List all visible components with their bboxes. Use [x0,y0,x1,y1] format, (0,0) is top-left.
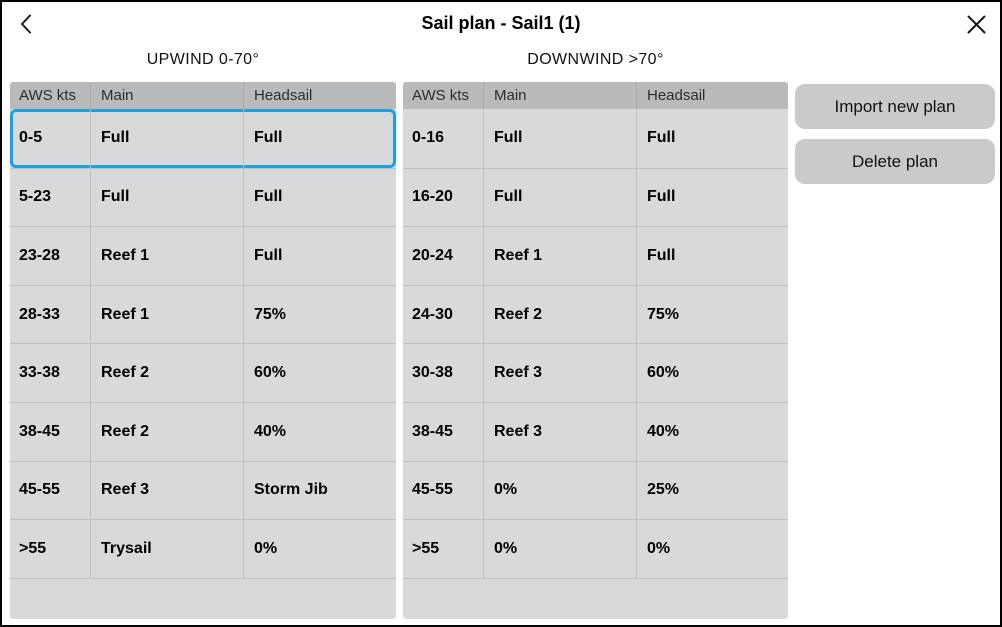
table-row[interactable]: 30-38 Reef 3 60% [403,343,788,402]
cell-main: Reef 3 [483,344,636,402]
delete-plan-button[interactable]: Delete plan [795,139,995,184]
cell-aws: 0-5 [19,129,43,147]
table-row[interactable]: 20-24 Reef 1 Full [403,226,788,285]
upwind-table-footer [10,577,396,619]
cell-headsail: 25% [636,461,788,520]
downwind-table-header: AWS kts Main Headsail [403,82,788,109]
cell-aws: 33-38 [19,364,60,382]
table-row[interactable]: 0-16 Full Full [403,109,788,168]
cell-headsail: 60% [243,344,396,402]
upwind-table-header: AWS kts Main Headsail [10,82,396,109]
table-row[interactable]: 0-5 Full Full [10,109,396,168]
column-header-aws: AWS kts [412,87,469,104]
cell-headsail: 75% [243,285,396,344]
cell-main: Reef 2 [483,285,636,344]
upwind-table: AWS kts Main Headsail 0-5 Full Full 5-23… [10,82,396,619]
chevron-left-icon [21,14,31,34]
cell-headsail: 40% [243,402,396,461]
table-row[interactable]: 16-20 Full Full [403,167,788,227]
downwind-table-body: 0-16 Full Full 16-20 Full Full 20-24 Ree… [403,109,788,578]
close-button[interactable] [960,10,992,38]
cell-headsail: Full [243,227,396,285]
cell-headsail: 0% [243,520,396,578]
upwind-section-title: UPWIND 0-70° [146,51,260,68]
upwind-table-body: 0-5 Full Full 5-23 Full Full 23-28 Reef … [10,109,396,578]
cell-aws: >55 [412,539,440,557]
cell-headsail: 75% [636,285,788,344]
cell-main: Full [90,109,243,168]
cell-main: 0% [483,520,636,578]
table-row[interactable]: 33-38 Reef 2 60% [10,343,396,402]
column-header-headsail: Headsail [243,82,396,109]
table-row[interactable]: 45-55 Reef 3 Storm Jib [10,460,396,520]
table-row[interactable]: 28-33 Reef 1 75% [10,284,396,344]
import-new-plan-button[interactable]: Import new plan [795,84,995,129]
downwind-table: AWS kts Main Headsail 0-16 Full Full 16-… [403,82,788,619]
cell-main: Reef 1 [90,227,243,285]
cell-main: Reef 1 [483,227,636,285]
table-row[interactable]: 5-23 Full Full [10,167,396,227]
cell-aws: 0-16 [412,129,445,147]
table-row[interactable]: 23-28 Reef 1 Full [10,226,396,285]
table-row[interactable]: 38-45 Reef 2 40% [10,401,396,461]
cell-headsail: Full [636,168,788,227]
cell-aws: 45-55 [412,481,453,499]
cell-headsail: Full [636,109,788,168]
cell-headsail: 60% [636,344,788,402]
close-icon [967,15,985,33]
table-row[interactable]: 45-55 0% 25% [403,460,788,520]
cell-main: 0% [483,461,636,520]
table-row[interactable]: >55 0% 0% [403,519,788,578]
cell-aws: 5-23 [19,188,52,206]
cell-main: Full [483,109,636,168]
cell-headsail: Full [243,109,396,168]
page-title: Sail plan - Sail1 (1) [421,13,581,33]
cell-headsail: Full [636,227,788,285]
cell-main: Reef 3 [483,402,636,461]
cell-aws: 20-24 [412,246,453,264]
downwind-table-footer [403,577,788,619]
cell-main: Reef 2 [90,402,243,461]
table-row[interactable]: 24-30 Reef 2 75% [403,284,788,344]
cell-aws: 30-38 [412,364,453,382]
cell-headsail: 40% [636,402,788,461]
column-header-aws: AWS kts [19,87,76,104]
table-row[interactable]: >55 Trysail 0% [10,519,396,578]
back-button[interactable] [10,10,42,38]
cell-aws: 38-45 [412,422,453,440]
cell-aws: 24-30 [412,305,453,323]
cell-aws: 38-45 [19,422,60,440]
cell-aws: 23-28 [19,246,60,264]
cell-aws: 16-20 [412,188,453,206]
cell-main: Reef 3 [90,461,243,520]
cell-aws: 45-55 [19,481,60,499]
cell-headsail: Full [243,168,396,227]
column-header-headsail: Headsail [636,82,788,109]
cell-main: Reef 2 [90,344,243,402]
cell-headsail: 0% [636,520,788,578]
cell-main: Full [90,168,243,227]
cell-main: Trysail [90,520,243,578]
cell-main: Reef 1 [90,285,243,344]
action-buttons: Import new plan Delete plan [795,84,995,184]
cell-aws: >55 [19,539,47,557]
cell-headsail: Storm Jib [243,461,396,520]
column-header-main: Main [483,82,636,109]
downwind-section-title: DOWNWIND >70° [527,51,664,68]
column-header-main: Main [90,82,243,109]
cell-main: Full [483,168,636,227]
cell-aws: 28-33 [19,305,60,323]
table-row[interactable]: 38-45 Reef 3 40% [403,401,788,461]
